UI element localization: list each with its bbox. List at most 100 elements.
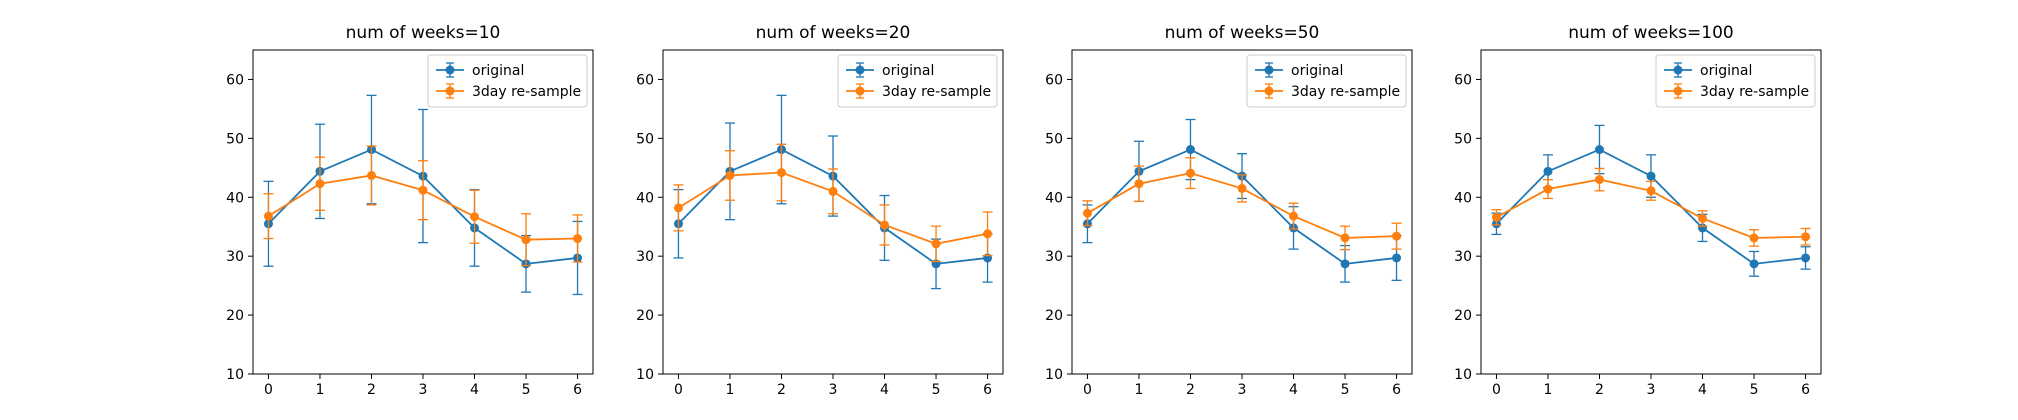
- legend-marker: [1264, 86, 1274, 96]
- y-tick-label: 40: [636, 190, 654, 206]
- y-tick-label: 30: [636, 249, 654, 265]
- data-point: [1801, 253, 1811, 263]
- y-tick-label: 30: [1454, 249, 1472, 265]
- x-tick-label: 1: [1135, 382, 1144, 398]
- x-tick-label: 4: [470, 382, 479, 398]
- subplot-3: num of weeks=50 10 20 30 40 50 60 0 1 2 3 4 5 6 origin…: [1045, 23, 1413, 398]
- x-tick-label: 0: [1492, 382, 1501, 398]
- data-point: [1237, 183, 1247, 193]
- legend-marker: [855, 86, 865, 96]
- data-point: [1340, 259, 1350, 269]
- y-tick-label: 40: [1454, 190, 1472, 206]
- data-point: [1698, 213, 1708, 223]
- data-point: [1185, 145, 1195, 155]
- data-point: [366, 170, 376, 180]
- x-tick-label: 1: [1544, 382, 1553, 398]
- legend-box: [1655, 54, 1816, 108]
- y-tick-label: 40: [226, 190, 244, 206]
- legend-label: 3day re-sample: [1291, 84, 1400, 100]
- data-point: [1340, 233, 1350, 243]
- y-tick-label: 10: [636, 367, 654, 383]
- data-point: [1646, 171, 1656, 181]
- subplot-title: num of weeks=50: [1165, 23, 1320, 43]
- y-tick-label: 20: [636, 308, 654, 324]
- legend-box: [427, 54, 588, 108]
- data-point: [931, 239, 941, 249]
- x-tick-label: 5: [1341, 382, 1350, 398]
- data-point: [521, 235, 531, 245]
- legend-label: original: [1291, 63, 1343, 79]
- data-point: [725, 170, 735, 180]
- x-tick-label: 6: [1392, 382, 1401, 398]
- x-tick-label: 5: [932, 382, 941, 398]
- x-tick-label: 3: [419, 382, 428, 398]
- x-tick-label: 6: [983, 382, 992, 398]
- x-tick-label: 2: [1595, 382, 1604, 398]
- x-tick-label: 3: [1647, 382, 1656, 398]
- data-point: [1392, 253, 1402, 263]
- subplot-4: num of weeks=100 10 20 30 40 50 60 0 1 2 3 4 5 6 origi…: [1454, 23, 1822, 398]
- y-tick-label: 50: [1045, 131, 1063, 147]
- subplot-title: num of weeks=20: [756, 23, 911, 43]
- x-tick-label: 0: [264, 382, 273, 398]
- data-point: [983, 229, 993, 239]
- data-point: [1185, 168, 1195, 178]
- data-point: [573, 234, 583, 244]
- legend-label: original: [1700, 63, 1752, 79]
- data-point: [1543, 184, 1553, 194]
- data-point: [880, 220, 890, 230]
- y-tick-label: 60: [1454, 72, 1472, 88]
- x-tick-label: 4: [880, 382, 889, 398]
- x-tick-label: 4: [1289, 382, 1298, 398]
- series-resample: [1491, 167, 1811, 247]
- y-tick-label: 40: [1045, 190, 1063, 206]
- legend: original 3day re-sample: [837, 54, 998, 108]
- data-point: [1749, 233, 1759, 243]
- axes-frame: [1480, 49, 1822, 375]
- data-point: [418, 185, 428, 195]
- data-point: [828, 186, 838, 196]
- y-tick-label: 30: [1045, 249, 1063, 265]
- x-tick-label: 0: [1083, 382, 1092, 398]
- x-tick-label: 5: [1750, 382, 1759, 398]
- data-point: [1392, 231, 1402, 241]
- y-tick-label: 10: [226, 367, 244, 383]
- legend: original 3day re-sample: [427, 54, 588, 108]
- y-tick-label: 60: [226, 72, 244, 88]
- legend: original 3day re-sample: [1655, 54, 1816, 108]
- legend-label: 3day re-sample: [472, 84, 581, 100]
- x-tick-label: 2: [367, 382, 376, 398]
- axes-frame: [1071, 49, 1413, 375]
- y-tick-label: 10: [1454, 367, 1472, 383]
- legend-marker: [1264, 65, 1274, 75]
- legend-label: 3day re-sample: [882, 84, 991, 100]
- y-tick-label: 20: [1454, 308, 1472, 324]
- subplot-title: num of weeks=100: [1568, 23, 1734, 43]
- subplot-1: num of weeks=10 10 20 30 40 50 60 0 1 2 3 4 5 6 origin…: [226, 23, 594, 398]
- legend-label: 3day re-sample: [1700, 84, 1809, 100]
- subplot-2: num of weeks=20 10 20 30 40 50 60 0 1 2 3 4 5 6 origin…: [636, 23, 1004, 398]
- legend-marker: [445, 65, 455, 75]
- data-point: [1082, 208, 1092, 218]
- data-point: [1594, 145, 1604, 155]
- data-point: [1749, 259, 1759, 269]
- data-point: [776, 168, 786, 178]
- series-resample: [1082, 157, 1402, 251]
- data-point: [673, 203, 683, 213]
- legend-marker: [445, 86, 455, 96]
- series-resample: [263, 145, 583, 267]
- x-tick-label: 0: [674, 382, 683, 398]
- y-tick-label: 50: [636, 131, 654, 147]
- legend-box: [837, 54, 998, 108]
- y-tick-label: 60: [1045, 72, 1063, 88]
- data-point: [263, 211, 273, 221]
- data-point: [1543, 166, 1553, 176]
- data-point: [1646, 186, 1656, 196]
- data-point: [1594, 175, 1604, 185]
- x-tick-label: 6: [1801, 382, 1810, 398]
- x-tick-label: 4: [1698, 382, 1707, 398]
- x-tick-label: 5: [522, 382, 531, 398]
- x-tick-label: 3: [829, 382, 838, 398]
- data-point: [1801, 232, 1811, 242]
